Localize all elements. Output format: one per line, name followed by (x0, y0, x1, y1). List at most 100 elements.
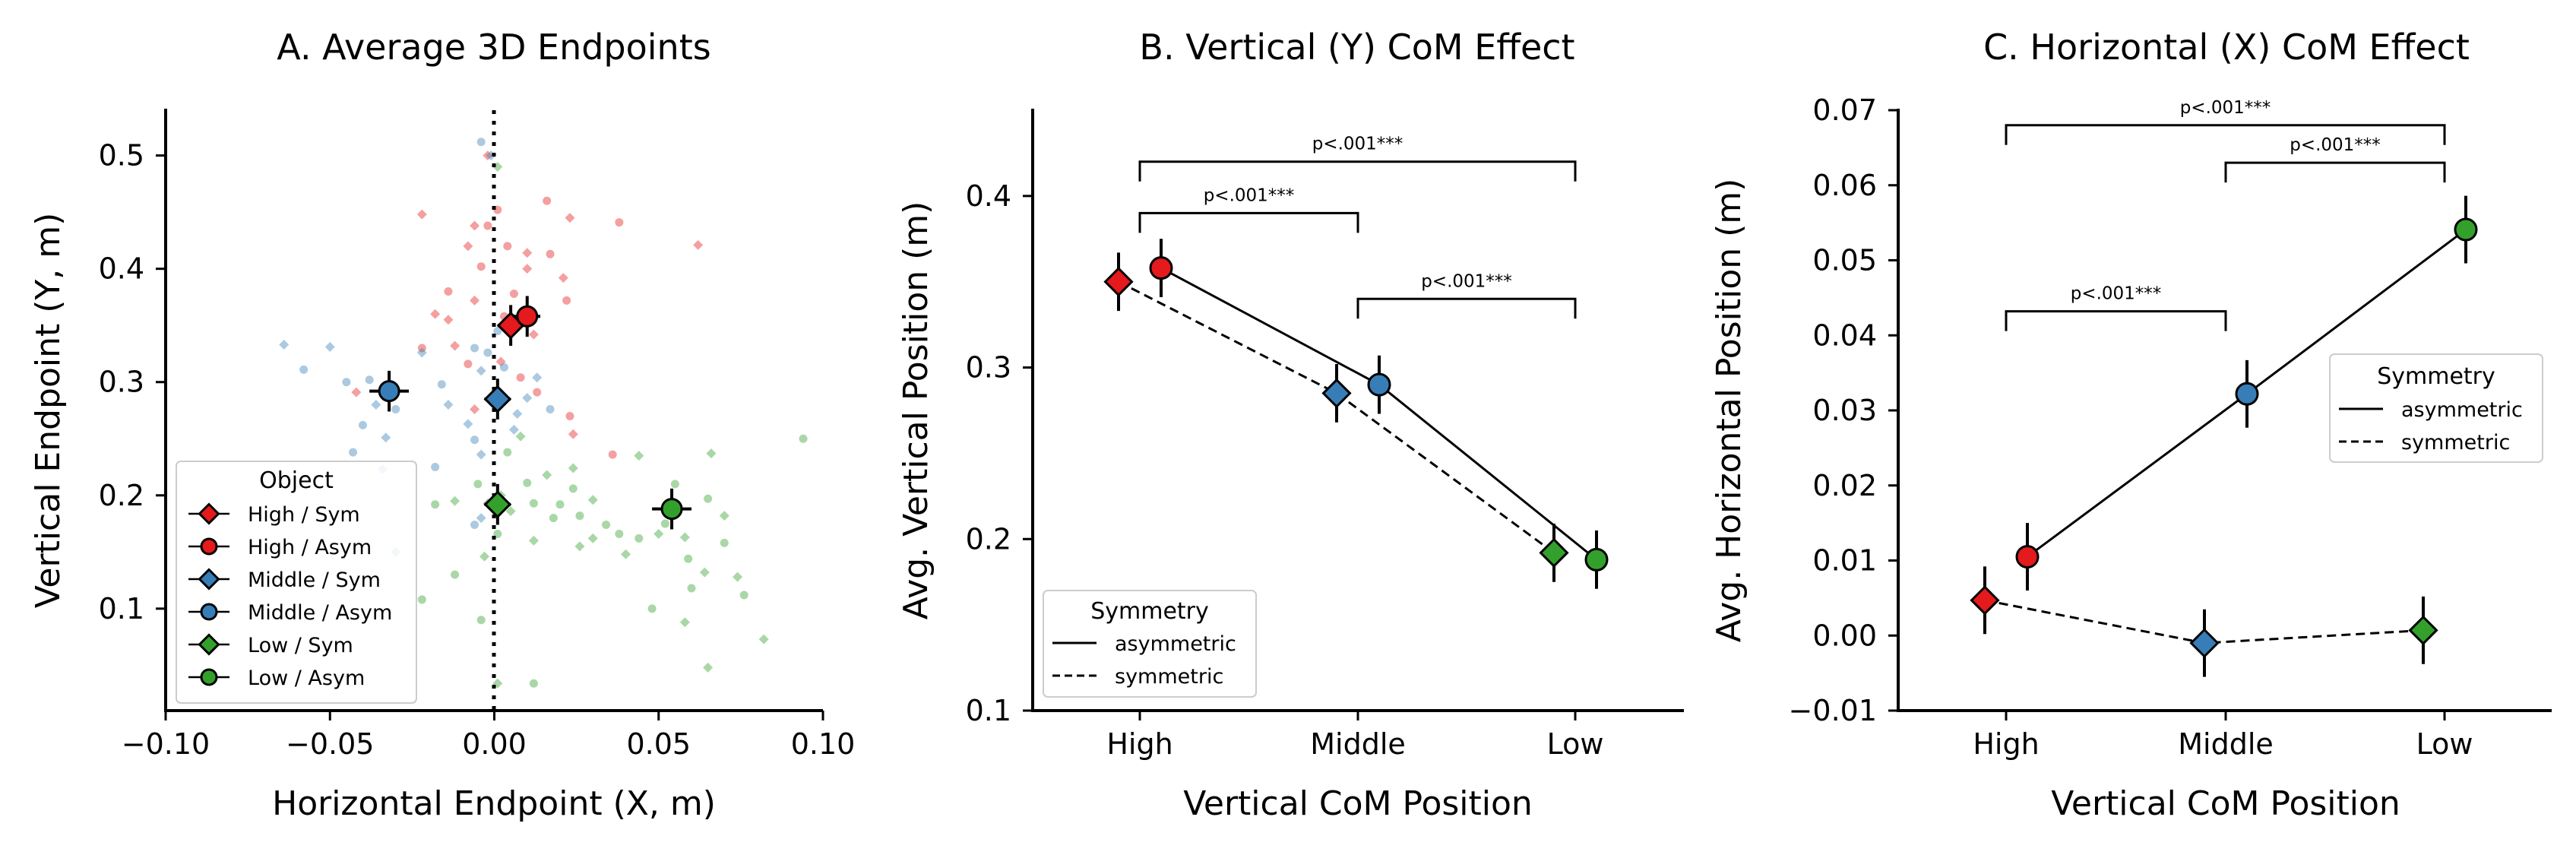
low-trial-point (417, 595, 426, 604)
panel-a-title: A. Average 3D Endpoints (277, 27, 710, 68)
b-y-tick-label: 0.3 (966, 351, 1011, 385)
middle-trial-point (349, 448, 358, 457)
panel-c-y-axis: −0.01 0.00 0.01 0.02 0.03 0.04 0.05 0.06 0.07 Av… (1710, 93, 1900, 727)
low-trial-point (602, 521, 611, 530)
high-trial-point (543, 196, 552, 205)
b-asymmetric-middle-marker (1367, 372, 1391, 397)
panel-a-legend-high-asym-marker (200, 537, 218, 556)
low-trial-point (529, 679, 538, 688)
panel-c-legend-title: Symmetry (2377, 363, 2495, 390)
low-trial-point (568, 484, 578, 493)
panel-c-significance: p<.001*** p<.001*** p<.001*** (2005, 98, 2446, 331)
panel-b-legend: Symmetry asymmetric symmetric (1043, 590, 1257, 698)
c-symmetric-middle-marker (2189, 628, 2220, 658)
low-trial-point (549, 514, 558, 523)
c-symmetric-high-marker (1970, 585, 2000, 616)
high-trial-point (450, 340, 460, 351)
b-symmetric-middle-marker (1321, 378, 1352, 409)
high-trial-point (533, 388, 542, 397)
high-trial-point (417, 344, 426, 353)
panel-a-legend-low-asym-label: Low / Asym (248, 667, 365, 690)
middle-trial-point (324, 342, 335, 353)
c-y-tick-label: 0.04 (1812, 318, 1877, 352)
high-trial-point (516, 373, 525, 382)
low-trial-point (528, 535, 539, 546)
low-trial-point (479, 551, 490, 562)
low-trial-point (621, 549, 631, 559)
c-significance-label: p<.001*** (2180, 98, 2271, 118)
low-trial-point (587, 495, 598, 505)
middle-trial-point (431, 463, 440, 472)
panel-a-y-tick-label: 0.2 (99, 479, 144, 512)
middle-trial-point (470, 521, 479, 530)
panel-a: A. Average 3D Endpoints −0.10 −0.05 0.00 0.… (29, 27, 855, 823)
middle-asym-mean-marker (378, 380, 400, 403)
panel-a-legend-low-asym-marker (200, 668, 218, 686)
low-trial-point (568, 463, 578, 473)
b-legend-asymmetric-label: asymmetric (1115, 632, 1236, 656)
panel-a-legend-middle-asym-label: Middle / Asym (248, 601, 392, 625)
panel-b-legend-title: Symmetry (1090, 598, 1209, 625)
middle-trial-point (437, 380, 446, 389)
panel-a-x-tick-label: −0.10 (122, 727, 210, 761)
c-symmetric-low-marker (2408, 615, 2438, 645)
panel-a-legend-high-sym-label: High / Sym (248, 503, 360, 527)
panel-a-y-tick-label: 0.1 (99, 592, 144, 625)
middle-trial-point (371, 400, 381, 410)
panel-b-legend-frame (1043, 590, 1257, 698)
c-x-tick-label: Middle (2178, 727, 2274, 761)
high-trial-point (416, 209, 427, 220)
panel-b-y-axis: 0.1 0.2 0.3 0.4 Avg. Vertical Position (m) (897, 109, 1034, 727)
low-trial-point (615, 529, 624, 538)
c-significance-bracket (2005, 310, 2227, 331)
b-symmetric-low-marker (1539, 537, 1569, 568)
low-trial-point (706, 448, 717, 459)
middle-sym-mean-marker (483, 385, 512, 413)
b-legend-symmetric-label: symmetric (1115, 665, 1223, 689)
high-trial-point (558, 273, 568, 283)
panel-b-title: B. Vertical (Y) CoM Effect (1139, 27, 1574, 68)
panel-b-y-label: Avg. Vertical Position (m) (897, 201, 935, 620)
b-x-tick-label: Low (1547, 727, 1604, 761)
low-trial-point (684, 554, 693, 563)
panel-a-legend-middle-sym-marker (198, 568, 220, 591)
panel-a-y-tick-label: 0.5 (99, 139, 144, 173)
panel-c-x-axis: High Middle Low Vertical CoM Position (1897, 709, 2552, 823)
middle-trial-point (359, 420, 367, 429)
b-significance-bracket (1356, 297, 1577, 319)
panel-c-x-label: Vertical CoM Position (2051, 784, 2400, 823)
c-y-tick-label: 0.05 (1812, 244, 1877, 277)
high-trial-point (351, 387, 362, 397)
low-trial-point (679, 532, 690, 543)
c-y-tick-label: 0.00 (1812, 619, 1877, 652)
panel-b: B. Vertical (Y) CoM Effect p<.001***p<.0… (897, 27, 1684, 823)
b-asymmetric-high-marker (1149, 256, 1173, 280)
low-trial-point (660, 519, 669, 528)
low-trial-point (574, 541, 585, 552)
low-trial-point (739, 591, 748, 600)
high-trial-point (546, 249, 555, 258)
middle-trial-point (470, 435, 479, 445)
low-trial-point (647, 604, 657, 613)
high-trial-point (568, 429, 578, 439)
middle-trial-point (416, 347, 427, 358)
high-trial-point (470, 404, 480, 415)
low-trial-point (515, 431, 526, 442)
panel-a-y-axis: 0.1 0.2 0.3 0.4 0.5 Vertical Endpoint (Y, m) (29, 109, 167, 712)
c-y-tick-label: 0.06 (1812, 169, 1877, 202)
low-sym-mean-marker (483, 490, 512, 519)
low-asym-mean-marker (660, 498, 683, 521)
high-trial-point (483, 221, 492, 230)
low-trial-point (555, 500, 565, 509)
low-trial-point (476, 616, 486, 625)
c-y-tick-label: 0.01 (1812, 544, 1877, 578)
low-trial-point (542, 470, 552, 480)
middle-trial-point (546, 405, 555, 414)
panel-a-legend-frame (176, 461, 417, 704)
c-y-tick-label: 0.03 (1812, 394, 1877, 427)
middle-trial-point (493, 327, 502, 336)
panel-a-legend-middle-asym-marker (200, 603, 218, 621)
c-significance-label: p<.001*** (2071, 284, 2162, 304)
c-asymmetric-middle-marker (2235, 382, 2259, 406)
b-y-tick-label: 0.2 (966, 522, 1011, 556)
